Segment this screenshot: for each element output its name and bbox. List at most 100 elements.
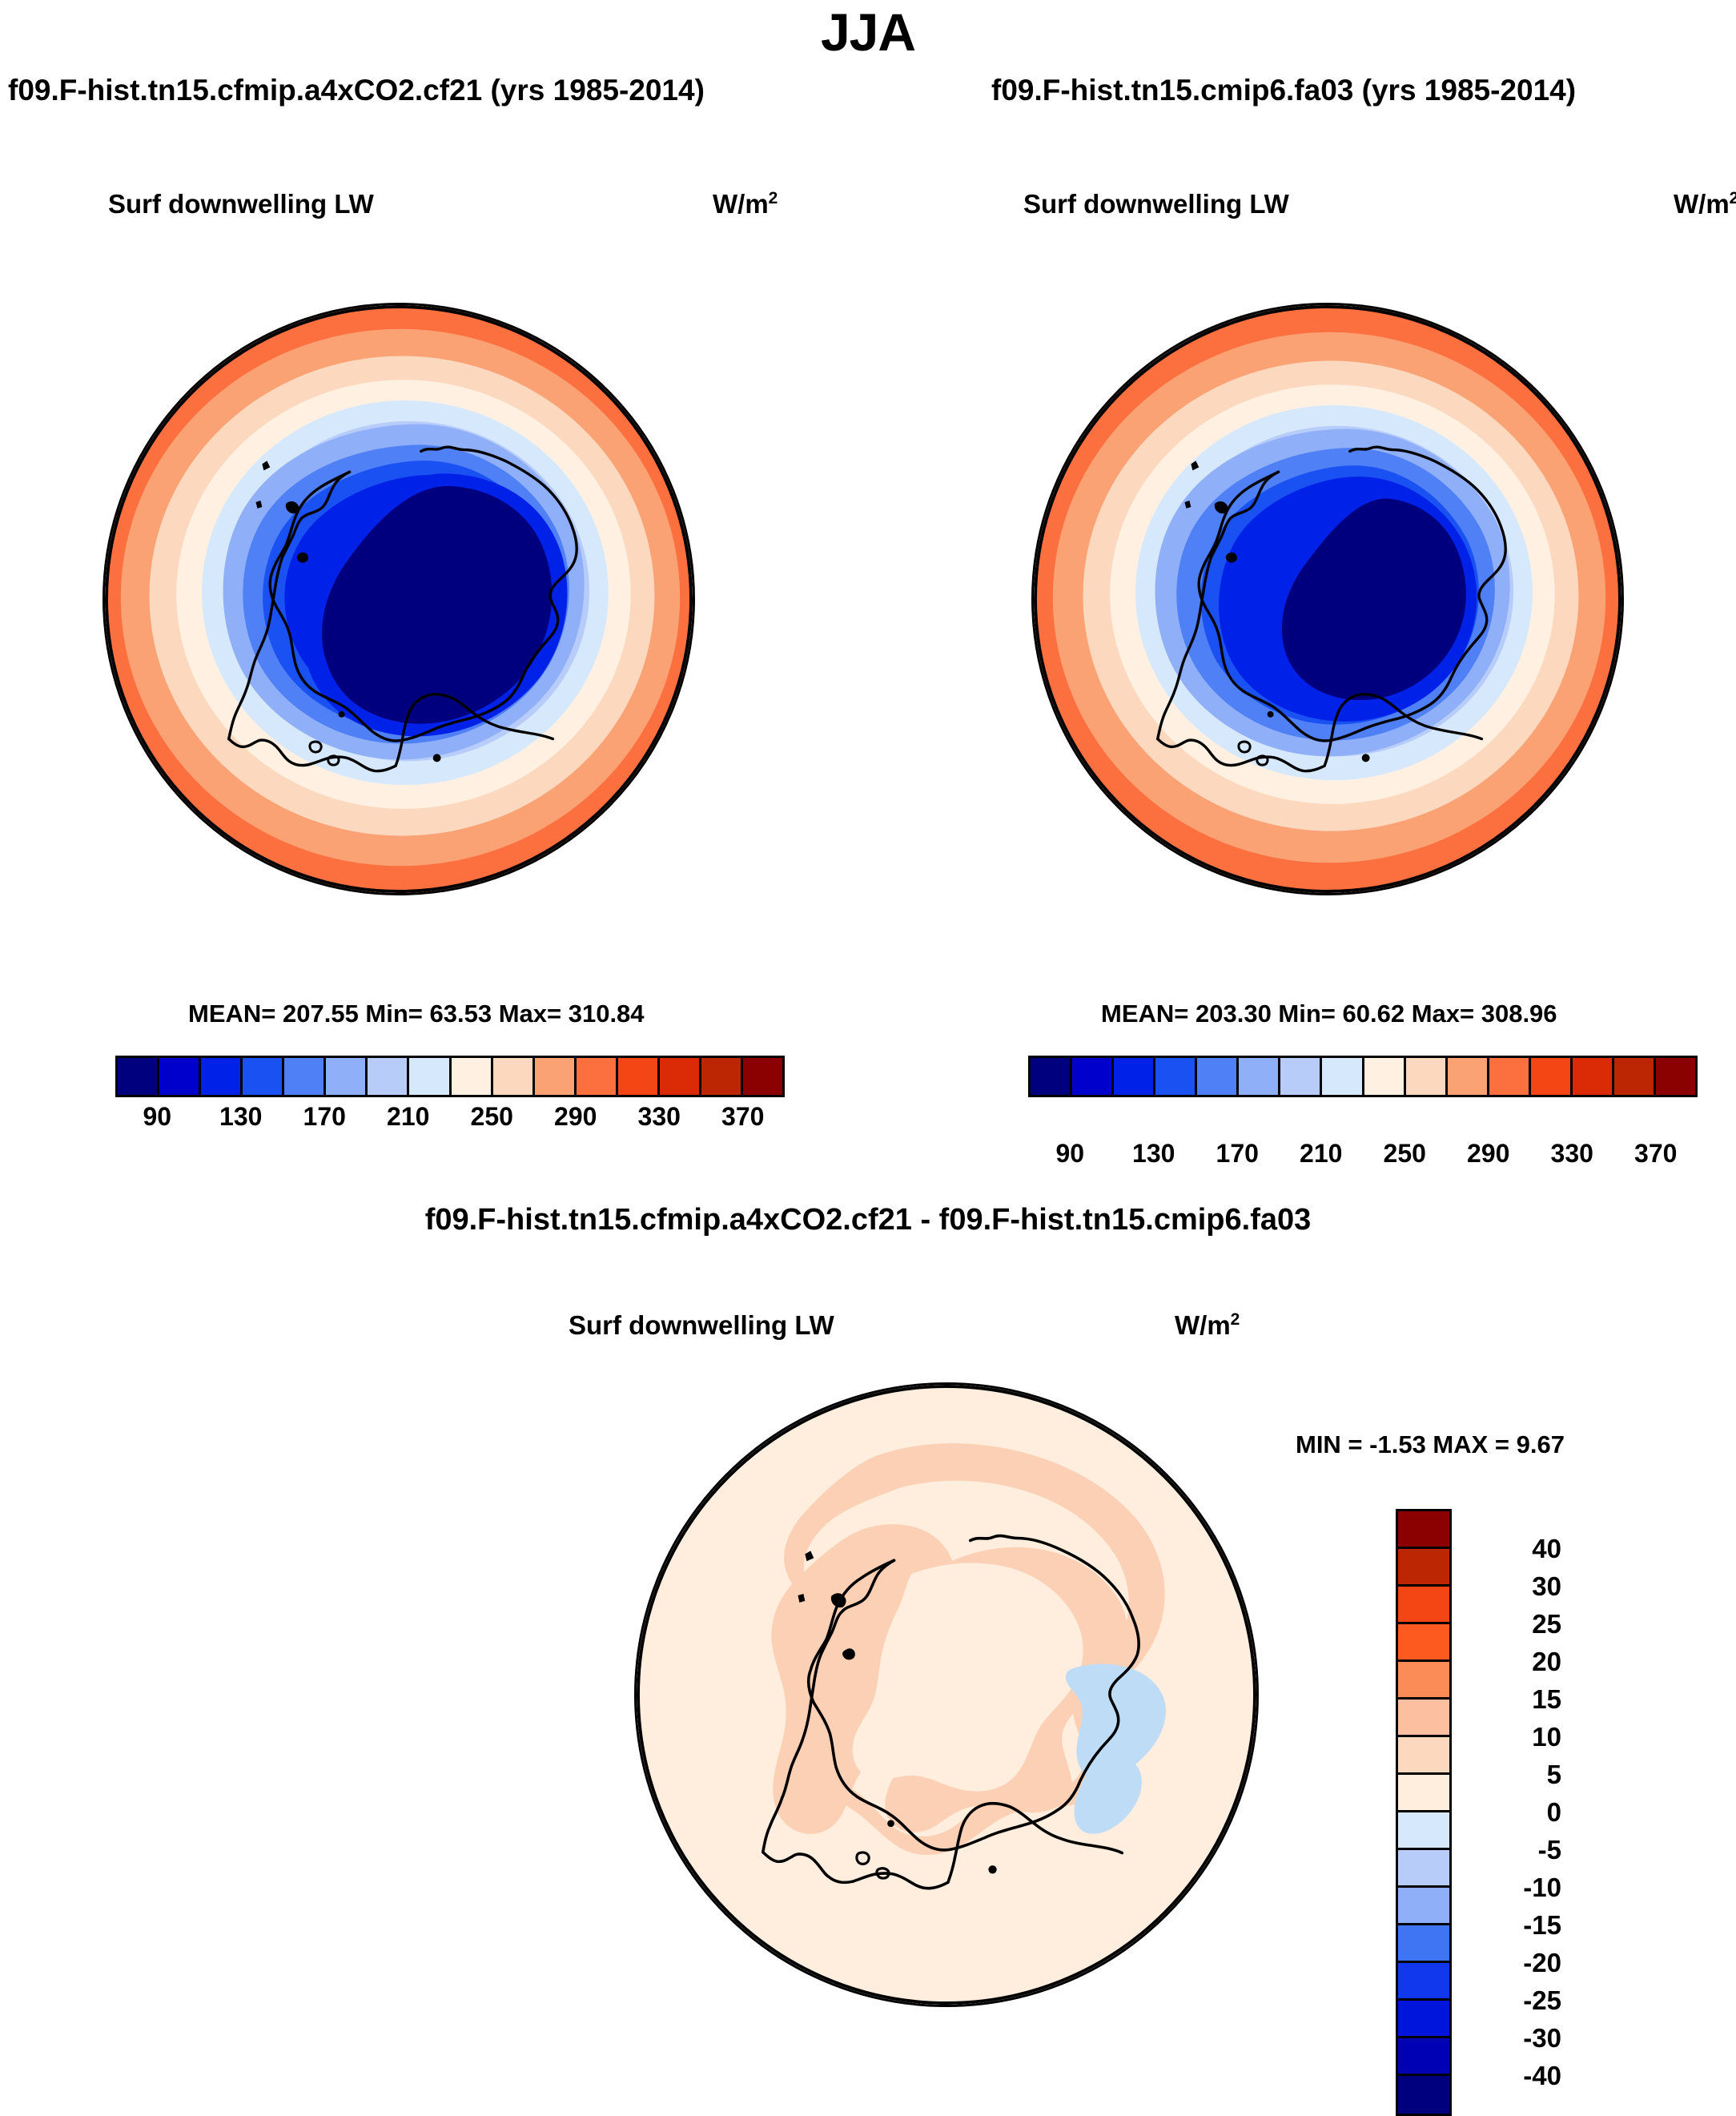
colorbar-cell-1 (1072, 1058, 1115, 1095)
diff-colorbar-tick-10: -15 (1523, 1910, 1561, 1940)
diff-colorbar-cell-15 (1398, 2076, 1449, 2114)
diff-colorbar-tick-14: -40 (1523, 2061, 1561, 2090)
diff-colorbar-tick-13: -30 (1523, 2023, 1561, 2053)
left-colorbar-cells (115, 1056, 785, 1097)
colorbar-cell-14 (701, 1058, 743, 1095)
diff-colorbar-tick-2: 25 (1532, 1609, 1561, 1639)
diff-colorbar-tick-0: 40 (1532, 1534, 1561, 1563)
diff-colorbar-cell-2 (1398, 1587, 1449, 1624)
right-panel-model-title: f09.F-hist.tn15.cmip6.fa03 (yrs 1985-201… (991, 74, 1577, 107)
difference-colorbar-ticks: 40 30 25 20 15 10 5 0 -5 -10 -15 -20 -25 -30 -40 (1465, 1509, 1593, 2090)
colorbar-tick-1: 130 (219, 1102, 263, 1131)
colorbar-tick-7: 370 (1634, 1139, 1678, 1168)
colorbar-cell-5 (1239, 1058, 1281, 1095)
colorbar-tick-7: 370 (721, 1102, 765, 1131)
right-map-contours (1034, 305, 1621, 893)
colorbar-cell-7 (1322, 1058, 1364, 1095)
difference-map-contours (637, 1385, 1256, 2005)
left-colorbar (115, 1056, 785, 1097)
colorbar-cell-9 (1405, 1058, 1448, 1095)
colorbar-cell-15 (1655, 1058, 1695, 1095)
diff-colorbar-tick-9: -10 (1523, 1873, 1561, 1902)
diff-colorbar-cell-1 (1398, 1549, 1449, 1587)
colorbar-cell-6 (368, 1058, 410, 1095)
colorbar-cell-4 (1197, 1058, 1240, 1095)
diff-colorbar-cell-13 (1398, 2001, 1449, 2038)
colorbar-tick-5: 290 (554, 1102, 597, 1131)
left-panel-variable-label: Surf downwelling LW (108, 189, 374, 219)
right-panel-stats: MEAN= 203.30 Min= 60.62 Max= 308.96 (1101, 1000, 1557, 1028)
colorbar-cell-2 (1114, 1058, 1156, 1095)
colorbar-tick-0: 90 (1055, 1139, 1085, 1168)
difference-polar-map (634, 1382, 1259, 2007)
difference-unit-label: W/m2 (1175, 1310, 1240, 1341)
diff-colorbar-cell-12 (1398, 1963, 1449, 2001)
colorbar-tick-1: 130 (1132, 1139, 1175, 1168)
diff-colorbar-cell-0 (1398, 1511, 1449, 1549)
diff-colorbar-tick-1: 30 (1532, 1571, 1561, 1601)
diff-colorbar-cell-3 (1398, 1624, 1449, 1662)
colorbar-tick-4: 250 (470, 1102, 513, 1131)
difference-minmax-label: MIN = -1.53 MAX = 9.67 (1296, 1430, 1565, 1458)
left-panel-unit-label: W/m2 (713, 189, 778, 219)
colorbar-cell-13 (659, 1058, 701, 1095)
difference-panel-title: f09.F-hist.tn15.cfmip.a4xCO2.cf21 - f09.… (424, 1203, 1312, 1237)
colorbar-cell-9 (492, 1058, 535, 1095)
season-title: JJA (820, 2, 916, 62)
left-map-contours (105, 305, 693, 893)
colorbar-cell-8 (1364, 1058, 1406, 1095)
diff-colorbar-cell-14 (1398, 2038, 1449, 2076)
diff-colorbar-cell-7 (1398, 1775, 1449, 1812)
left-unit-text: W/m (713, 189, 769, 219)
colorbar-cell-7 (409, 1058, 452, 1095)
diff-colorbar-cell-6 (1398, 1737, 1449, 1775)
right-colorbar-ticks: 90 130 170 210 250 290 330 370 (1028, 1139, 1698, 1176)
diff-colorbar-tick-4: 15 (1532, 1684, 1561, 1714)
colorbar-tick-6: 330 (1550, 1139, 1593, 1168)
colorbar-cell-0 (1031, 1058, 1073, 1095)
colorbar-cell-12 (617, 1058, 660, 1095)
colorbar-cell-12 (1530, 1058, 1573, 1095)
colorbar-cell-13 (1572, 1058, 1614, 1095)
left-panel-model-title: f09.F-hist.tn15.cfmip.a4xCO2.cf21 (yrs 1… (8, 74, 705, 107)
colorbar-cell-11 (576, 1058, 618, 1095)
colorbar-tick-6: 330 (637, 1102, 681, 1131)
colorbar-cell-2 (201, 1058, 243, 1095)
colorbar-tick-5: 290 (1467, 1139, 1510, 1168)
colorbar-tick-2: 170 (1216, 1139, 1259, 1168)
diff-colorbar-cell-4 (1398, 1662, 1449, 1700)
right-unit-exponent: 2 (1729, 189, 1736, 207)
colorbar-tick-4: 250 (1383, 1139, 1426, 1168)
colorbar-cell-4 (284, 1058, 327, 1095)
diff-colorbar-tick-7: 0 (1546, 1797, 1561, 1827)
right-colorbar (1028, 1056, 1698, 1097)
left-panel-stats: MEAN= 207.55 Min= 63.53 Max= 310.84 (188, 1000, 645, 1028)
colorbar-cell-10 (534, 1058, 577, 1095)
colorbar-cell-5 (326, 1058, 368, 1095)
colorbar-cell-3 (1155, 1058, 1198, 1095)
diff-colorbar-tick-5: 10 (1532, 1722, 1561, 1752)
colorbar-tick-3: 210 (387, 1102, 430, 1131)
diff-colorbar-cell-8 (1398, 1812, 1449, 1850)
left-unit-exponent: 2 (768, 189, 778, 207)
right-colorbar-cells (1028, 1056, 1698, 1097)
right-unit-text: W/m (1674, 189, 1730, 219)
diff-unit-text: W/m (1175, 1310, 1231, 1340)
difference-colorbar (1396, 1509, 1452, 2116)
left-colorbar-ticks: 90 130 170 210 250 290 330 370 (115, 1102, 785, 1139)
colorbar-cell-6 (1280, 1058, 1323, 1095)
diff-colorbar-tick-8: -5 (1537, 1835, 1561, 1865)
colorbar-tick-2: 170 (303, 1102, 346, 1131)
right-panel-variable-label: Surf downwelling LW (1023, 189, 1289, 219)
diff-colorbar-tick-12: -25 (1523, 1985, 1561, 2015)
colorbar-cell-8 (451, 1058, 493, 1095)
diff-unit-exponent: 2 (1230, 1310, 1240, 1329)
right-panel-unit-label: W/m2 (1674, 189, 1736, 219)
left-polar-map (102, 303, 695, 895)
colorbar-cell-15 (742, 1058, 782, 1095)
colorbar-cell-11 (1489, 1058, 1531, 1095)
colorbar-cell-3 (243, 1058, 285, 1095)
colorbar-cell-0 (118, 1058, 160, 1095)
colorbar-tick-3: 210 (1300, 1139, 1343, 1168)
diff-colorbar-tick-6: 5 (1546, 1760, 1561, 1789)
